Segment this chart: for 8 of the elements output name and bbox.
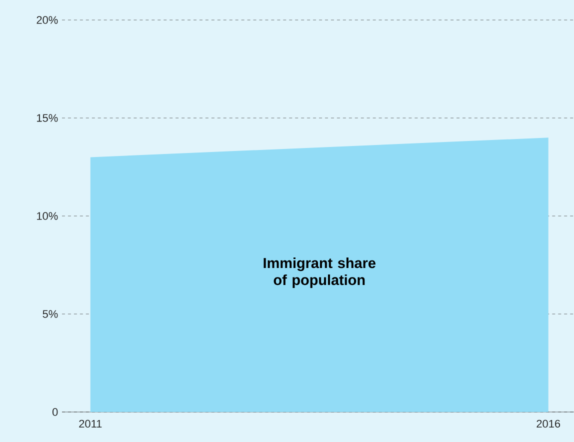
y-tick-label: 0 [52,408,58,416]
y-tick-label: 15% [37,114,58,122]
series-label: Immigrant share of population [264,258,376,288]
x-tick-label: 2016 [536,420,560,428]
y-tick-label: 10% [37,212,58,220]
y-tick-label: 5% [42,310,58,318]
y-tick-label: 20% [36,16,58,24]
x-tick-label: 2011 [79,420,102,428]
